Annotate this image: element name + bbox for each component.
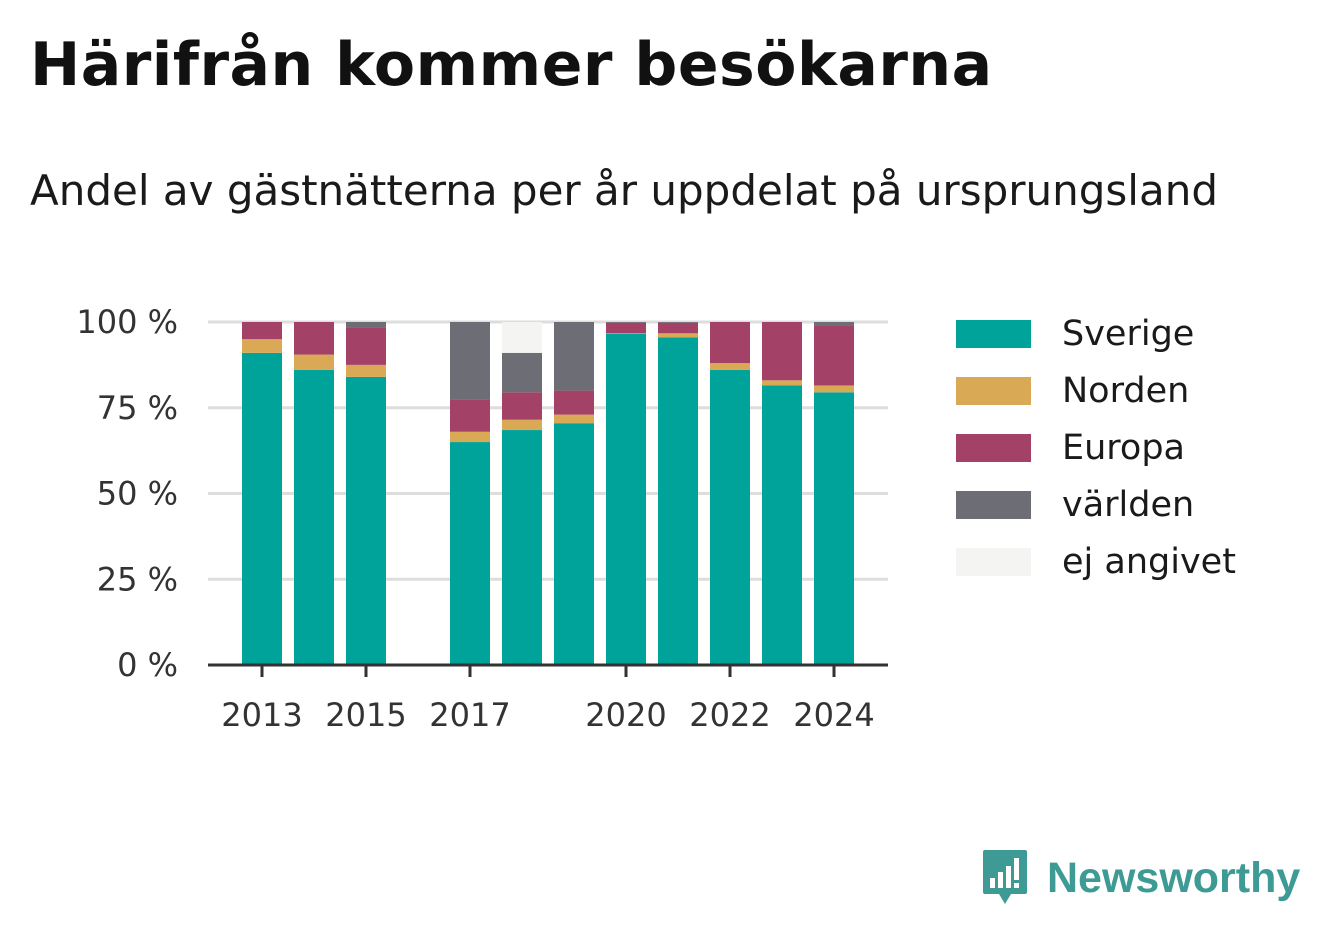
legend-item-ej-angivet: ej angivet	[956, 533, 1236, 590]
bar-2013-sverige	[242, 352, 282, 665]
bars	[242, 322, 854, 665]
legend-swatch	[956, 376, 1031, 405]
chart-subtitle: Andel av gästnätterna per år uppdelat på…	[30, 166, 1218, 215]
bar-2014-sverige	[294, 370, 334, 665]
legend-swatch	[956, 319, 1031, 348]
legend-item-v-rlden: världen	[956, 476, 1236, 533]
bar-2024-europa	[814, 325, 854, 386]
bar-2019-europa	[554, 390, 594, 415]
bar-2024-sverige	[814, 392, 854, 665]
bar-2019-sverige	[554, 423, 594, 665]
bar-2018-sverige	[502, 430, 542, 665]
bar-2015-v-rlden	[346, 322, 386, 328]
bar-2020-v-rlden	[606, 322, 646, 323]
bar-2018-ej-angivet	[502, 322, 542, 353]
y-tick-label: 75 %	[97, 389, 178, 427]
newsworthy-logo-icon	[983, 850, 1027, 904]
brand-name: Newsworthy	[1047, 853, 1301, 902]
y-tick-label: 100 %	[76, 303, 178, 341]
bar-2019-v-rlden	[554, 322, 594, 391]
bar-2013-europa	[242, 322, 282, 340]
bar-2023-norden	[762, 380, 802, 386]
y-tick-label: 25 %	[97, 560, 178, 598]
bar-2021-europa	[658, 322, 698, 334]
legend-label: ej angivet	[1062, 541, 1236, 582]
legend-item-sverige: Sverige	[956, 305, 1236, 362]
legend-label: Europa	[1062, 427, 1185, 468]
bar-2015-norden	[346, 364, 386, 377]
x-tick-label: 2017	[429, 696, 510, 734]
legend-label: världen	[1062, 484, 1195, 525]
bar-2015-europa	[346, 327, 386, 365]
legend-item-europa: Europa	[956, 419, 1236, 476]
bar-2020-norden	[606, 333, 646, 335]
bar-2018-v-rlden	[502, 352, 542, 393]
y-tick-label: 50 %	[97, 475, 178, 513]
legend-item-norden: Norden	[956, 362, 1236, 419]
legend-label: Norden	[1062, 370, 1190, 411]
bar-2020-europa	[606, 322, 646, 334]
bar-2022-norden	[710, 363, 750, 371]
x-tick-label: 2013	[221, 696, 302, 734]
axes: 0 % 25 % 50 % 75 % 100 % 2013 2015 2017 2020 2022…	[76, 303, 888, 734]
x-tick-label: 2015	[325, 696, 406, 734]
x-tick-label: 2024	[793, 696, 874, 734]
bar-2021-norden	[658, 333, 698, 338]
chart-legend: Sverige Norden Europa världen ej angivet	[956, 305, 1236, 590]
bar-2018-norden	[502, 419, 542, 431]
legend-swatch	[956, 490, 1031, 519]
brand-logo: Newsworthy	[981, 848, 1300, 908]
bar-2015-sverige	[346, 376, 386, 665]
bar-2013-norden	[242, 339, 282, 353]
bar-2022-sverige	[710, 370, 750, 665]
legend-swatch	[956, 433, 1031, 462]
x-tick-label: 2022	[689, 696, 770, 734]
legend-swatch	[956, 547, 1031, 576]
x-tick-label: 2020	[585, 696, 666, 734]
chart-title: Härifrån kommer besökarna	[30, 30, 993, 100]
bar-2023-europa	[762, 322, 802, 381]
bar-2021-v-rlden	[658, 322, 698, 323]
bar-2017-v-rlden	[450, 322, 490, 400]
bar-2022-europa	[710, 322, 750, 364]
bar-2019-norden	[554, 414, 594, 424]
bar-2023-sverige	[762, 385, 802, 665]
bar-2017-sverige	[450, 442, 490, 665]
bar-2014-europa	[294, 322, 334, 355]
bar-2021-sverige	[658, 337, 698, 665]
bar-2017-norden	[450, 431, 490, 443]
bar-2017-europa	[450, 399, 490, 432]
bar-2014-norden	[294, 354, 334, 371]
bar-2024-v-rlden	[814, 322, 854, 326]
bar-2020-sverige	[606, 334, 646, 665]
bar-2024-norden	[814, 385, 854, 393]
bar-2018-europa	[502, 392, 542, 420]
legend-label: Sverige	[1062, 313, 1195, 354]
y-tick-label: 0 %	[117, 646, 178, 684]
